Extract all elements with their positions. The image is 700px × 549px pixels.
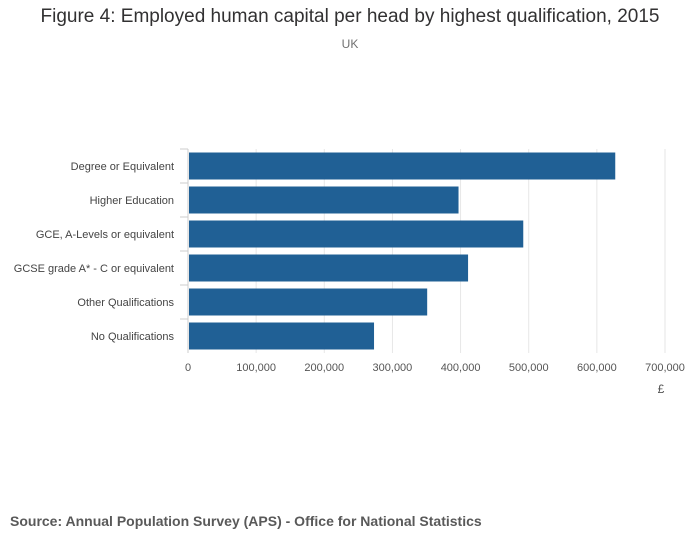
category-label: Higher Education (90, 195, 174, 207)
category-label: GCE, A-Levels or equivalent (36, 229, 174, 241)
x-tick-label: 700,000 (645, 362, 685, 374)
gridlines (255, 149, 666, 353)
category-label: No Qualifications (91, 331, 175, 343)
category-label: GCSE grade A* - C or equivalent (14, 263, 174, 275)
bars (189, 152, 616, 350)
chart-title: Figure 4: Employed human capital per hea… (40, 6, 660, 27)
x-tick-label: 400,000 (441, 362, 481, 374)
x-tick-label: 0 (185, 362, 191, 374)
x-tick-label: 200,000 (304, 362, 344, 374)
x-axis-unit: £ (658, 382, 665, 396)
bar (189, 288, 428, 316)
bar (189, 220, 524, 248)
x-tick-label: 600,000 (577, 362, 617, 374)
source-note: Source: Annual Population Survey (APS) -… (10, 513, 482, 529)
x-tick-label: 500,000 (509, 362, 549, 374)
x-tick-labels: 0 100,000 200,000 300,000 400,000 500,000 600,… (185, 362, 685, 374)
category-labels: Degree or Equivalent Higher Education GCE,… (14, 148, 188, 343)
chart-subtitle: UK (341, 37, 359, 51)
bar (189, 254, 469, 282)
category-label: Degree or Equivalent (71, 161, 174, 173)
bar (189, 322, 375, 350)
bar (189, 186, 459, 214)
bar (189, 152, 616, 180)
x-tick-label: 100,000 (236, 362, 276, 374)
category-label: Other Qualifications (77, 297, 174, 309)
x-tick-label: 300,000 (373, 362, 413, 374)
